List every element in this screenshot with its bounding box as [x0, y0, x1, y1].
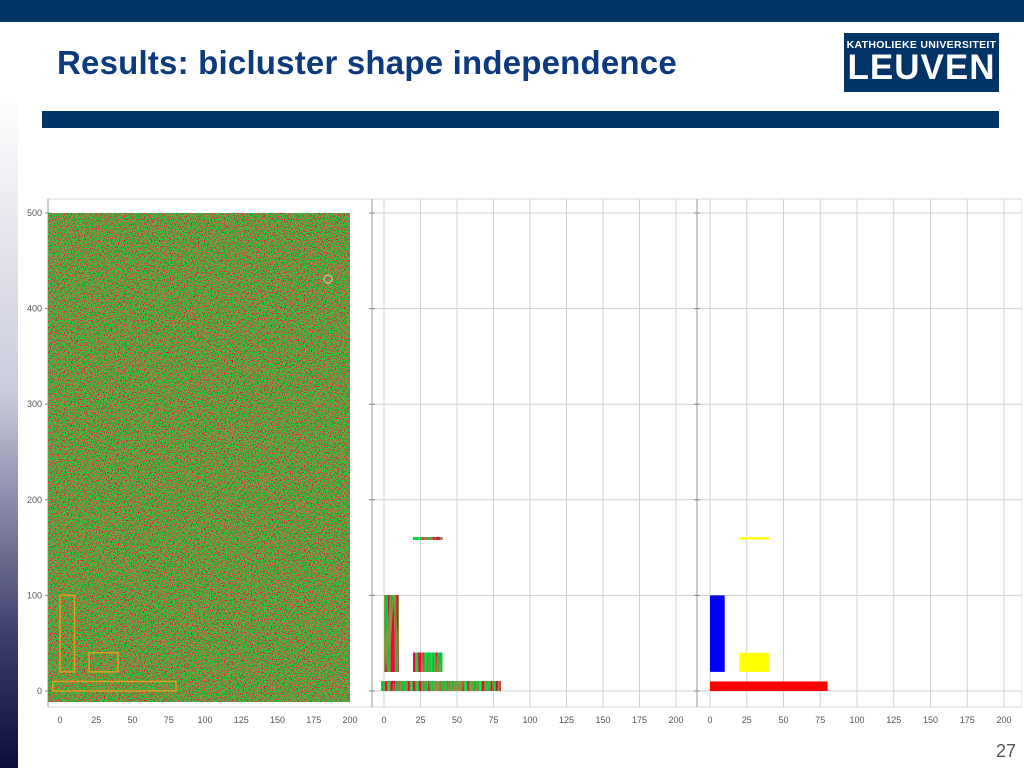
- panel-frame: [696, 198, 1022, 708]
- bicluster-1: [384, 595, 399, 672]
- x-tick-label: 150: [595, 715, 610, 725]
- x-tick-label: 150: [923, 715, 938, 725]
- top-banner: [0, 0, 1024, 22]
- title-underbar: [42, 111, 999, 128]
- x-tick-label: 0: [57, 715, 62, 725]
- x-tick-label: 50: [127, 715, 137, 725]
- bicluster-yellow-2: [739, 652, 769, 672]
- bicluster-red-3: [710, 681, 828, 691]
- y-tick-label: 0: [37, 686, 42, 696]
- x-tick-label: 75: [488, 715, 498, 725]
- x-tick-label: 100: [197, 715, 212, 725]
- x-tick-label: 25: [91, 715, 101, 725]
- x-tick-label: 25: [742, 715, 752, 725]
- x-tick-label: 125: [559, 715, 574, 725]
- y-tick-label: 100: [27, 590, 42, 600]
- bicluster-blue-1: [710, 595, 725, 672]
- x-tick-label: 125: [234, 715, 249, 725]
- panel-frame: [371, 198, 698, 708]
- x-tick-label: 175: [960, 715, 975, 725]
- x-tick-label: 100: [849, 715, 864, 725]
- x-tick-label: 200: [668, 715, 683, 725]
- x-tick-label: 0: [381, 715, 386, 725]
- x-tick-label: 175: [632, 715, 647, 725]
- university-logo: KATHOLIEKE UNIVERSITEIT LEUVEN: [844, 33, 999, 92]
- panel-1: 0 25 50 75 100 125 150 175 200 0 100 200 300 400 500: [27, 198, 373, 725]
- logo-line-2: LEUVEN: [847, 48, 996, 87]
- panel-2: 0 25 50 75 100 125 150 175 200: [369, 198, 698, 725]
- heatmap-background: [48, 213, 350, 702]
- bicluster-outline-3: [52, 680, 177, 692]
- y-tick-label: 500: [27, 208, 42, 218]
- x-tick-label: 50: [778, 715, 788, 725]
- bicluster-3: [381, 681, 501, 691]
- x-tick-label: 75: [164, 715, 174, 725]
- slide-title: Results: bicluster shape independence: [57, 44, 677, 81]
- x-tick-label: 175: [306, 715, 321, 725]
- bicluster-outline-1: [59, 594, 76, 673]
- x-tick-label: 100: [522, 715, 537, 725]
- x-tick-label: 25: [415, 715, 425, 725]
- logo-line-1: KATHOLIEKE UNIVERSITEIT: [846, 39, 997, 51]
- x-tick-label: 50: [452, 715, 462, 725]
- slide-number: 27: [995, 741, 1016, 761]
- marker-circle: [323, 274, 333, 284]
- y-tick-label: 200: [27, 495, 42, 505]
- x-tick-label: 200: [996, 715, 1011, 725]
- y-tick-label: 300: [27, 399, 42, 409]
- bicluster-outline-2: [88, 652, 119, 673]
- panel-3: 0 25 50 75 100 125 150 175 200: [694, 198, 1022, 725]
- bicluster-yellow-4: [739, 537, 769, 540]
- left-gradient-strip: [0, 90, 18, 768]
- x-tick-label: 200: [342, 715, 357, 725]
- bicluster-figure: 0 25 50 75 100 125 150 175 200 0 100 200 300 400 500 0 2…: [22, 197, 1022, 732]
- bicluster-4: [413, 537, 443, 540]
- x-tick-label: 0: [707, 715, 712, 725]
- x-tick-label: 75: [815, 715, 825, 725]
- y-tick-label: 400: [27, 304, 42, 314]
- x-tick-label: 150: [270, 715, 285, 725]
- bicluster-2: [413, 652, 443, 672]
- x-tick-label: 125: [886, 715, 901, 725]
